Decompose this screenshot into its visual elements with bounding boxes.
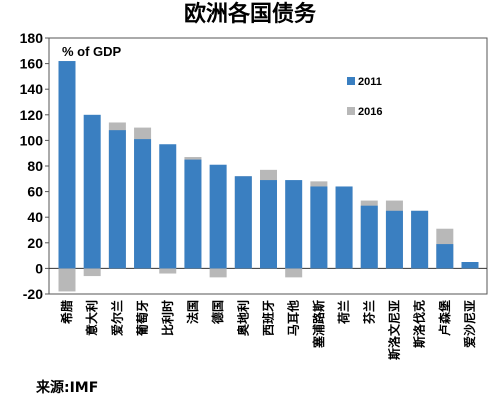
- bar-2016: [285, 268, 303, 278]
- legend-label: 2011: [358, 76, 382, 88]
- bar-2011: [209, 164, 227, 269]
- y-tick-label: 180: [20, 30, 44, 46]
- category-label: 爱尔兰: [109, 300, 124, 336]
- chart-title: 欧洲各国债务: [183, 2, 316, 27]
- bars: [58, 61, 479, 292]
- category-label: 西班牙: [261, 300, 276, 336]
- bar-2016: [58, 268, 76, 292]
- legend-swatch: [347, 107, 355, 115]
- bar-2011: [436, 244, 454, 269]
- bar-2011: [335, 186, 353, 269]
- category-label: 意大利: [84, 300, 99, 336]
- legend-swatch: [347, 77, 355, 85]
- bar-2011: [83, 114, 101, 269]
- bar-2011: [234, 176, 252, 269]
- category-label: 塞浦路斯: [311, 300, 326, 348]
- bar-2011: [134, 139, 152, 269]
- category-label: 马耳他: [286, 300, 301, 336]
- bar-2011: [385, 210, 403, 269]
- legend-label: 2016: [358, 106, 382, 118]
- y-tick-label: 60: [27, 184, 43, 200]
- bar-2011: [184, 159, 202, 269]
- y-axis: -20 0 20 40 60 80 100 120 140 160 180: [20, 30, 487, 302]
- bar-2016: [209, 268, 227, 278]
- y-tick-label: 20: [27, 235, 43, 251]
- bar-2011: [411, 210, 429, 269]
- bar-2011: [310, 186, 328, 269]
- category-label: 爱沙尼亚: [462, 300, 477, 348]
- category-label: 希腊: [59, 300, 74, 325]
- category-label: 斯洛伐克: [412, 300, 427, 348]
- category-label: 芬兰: [361, 300, 376, 325]
- y-tick-label: 100: [20, 132, 44, 148]
- bar-2016: [159, 268, 177, 274]
- y-tick-label: 120: [20, 107, 44, 123]
- y-tick-label: 80: [27, 158, 43, 174]
- bar-2011: [360, 205, 378, 269]
- y-tick-label: -20: [23, 286, 43, 302]
- source-note: 来源:IMF: [36, 380, 99, 396]
- bar-2011: [159, 144, 177, 269]
- bar-2011: [461, 262, 479, 269]
- y-axis-unit-label: % of GDP: [62, 44, 122, 59]
- bar-2011: [58, 61, 76, 269]
- y-tick-label: 0: [35, 260, 43, 276]
- bar-2016: [83, 268, 101, 277]
- bar-2011: [108, 130, 126, 269]
- legend: 2011 2016: [347, 76, 382, 118]
- y-tick-label: 160: [20, 56, 44, 72]
- x-axis: 希腊 意大利 爱尔兰 葡萄牙 比利时 法国 德国 奥地利 西班牙 马耳他 塞浦路斯 荷兰 芬兰 斯洛文尼亚…: [59, 300, 477, 360]
- category-label: 比利时: [160, 300, 175, 336]
- bar-2011: [285, 180, 303, 269]
- category-label: 奥地利: [235, 300, 250, 336]
- category-label: 法国: [185, 300, 200, 324]
- bar-2011: [260, 180, 277, 269]
- category-label: 德国: [210, 300, 225, 324]
- category-label: 葡萄牙: [135, 300, 150, 337]
- y-tick-label: 140: [20, 81, 44, 97]
- y-tick-label: 40: [27, 209, 43, 225]
- category-label: 卢森堡: [437, 300, 452, 336]
- category-label: 荷兰: [336, 300, 351, 325]
- category-label: 斯洛文尼亚: [386, 300, 401, 360]
